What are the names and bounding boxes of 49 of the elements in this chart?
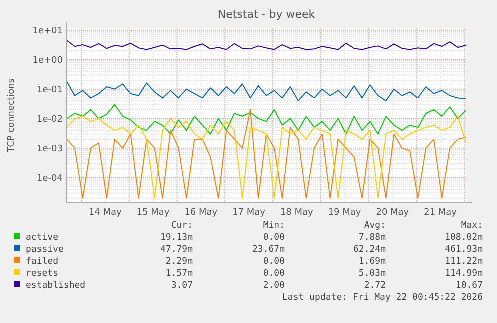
line-series xyxy=(66,40,466,50)
y-axis-title: TCP connections xyxy=(7,78,17,154)
text: 2.29m xyxy=(166,257,193,267)
legend-label: passive xyxy=(26,245,64,255)
y-tick-label: 1e-02 xyxy=(37,114,63,125)
text: 19.13m xyxy=(160,233,193,243)
chart-title: Netstat - by week xyxy=(218,8,316,21)
text: 2.00 xyxy=(263,281,285,291)
x-tick-label: 17 May xyxy=(232,208,266,218)
line-series xyxy=(66,81,466,102)
y-tick-label: 1e+00 xyxy=(32,56,64,66)
line-series xyxy=(66,104,466,135)
text: Avg: xyxy=(364,221,386,231)
text: 5.03m xyxy=(358,269,386,279)
x-tick-label: 20 May xyxy=(376,208,410,218)
text: Cur: xyxy=(171,221,193,231)
text: Min: xyxy=(263,221,285,231)
text: Max: xyxy=(461,221,483,231)
x-tick-label: 15 May xyxy=(136,208,170,218)
text: 0.00 xyxy=(263,257,285,267)
y-tick-label: 1e-03 xyxy=(37,144,63,154)
text: 47.79m xyxy=(160,245,193,255)
text: 3.07 xyxy=(171,281,193,291)
y-tick-label: 1e+01 xyxy=(32,26,63,36)
text: 7.88m xyxy=(358,233,386,243)
text: 23.67m xyxy=(252,245,285,255)
text: Last update: Fri May 22 00:45:22 2026 xyxy=(282,293,483,303)
y-tick-label: 1e-04 xyxy=(37,174,64,184)
x-tick-label: 16 May xyxy=(184,208,218,218)
text: 108.02m xyxy=(445,233,483,243)
text: 1.69m xyxy=(358,257,386,267)
legend-label: failed xyxy=(26,257,59,267)
legend-label: resets xyxy=(26,269,59,279)
text: 2.72 xyxy=(364,281,386,291)
text: 111.22m xyxy=(445,257,483,267)
text: 0.00 xyxy=(263,269,285,279)
text: 1.57m xyxy=(166,269,193,279)
text: 62.24m xyxy=(353,245,386,255)
x-tick-label: 19 May xyxy=(328,208,362,218)
legend-label: established xyxy=(26,281,86,291)
text: 114.99m xyxy=(445,269,483,279)
x-tick-label: 21 May xyxy=(424,208,458,218)
x-tick-label: 18 May xyxy=(280,208,314,218)
text: 10.67 xyxy=(456,281,483,291)
text: 0.00 xyxy=(263,233,285,243)
text: 461.93m xyxy=(445,245,483,255)
legend-label: active xyxy=(26,233,59,243)
y-tick-label: 1e-01 xyxy=(37,85,63,96)
x-tick-label: 14 May xyxy=(88,208,123,218)
